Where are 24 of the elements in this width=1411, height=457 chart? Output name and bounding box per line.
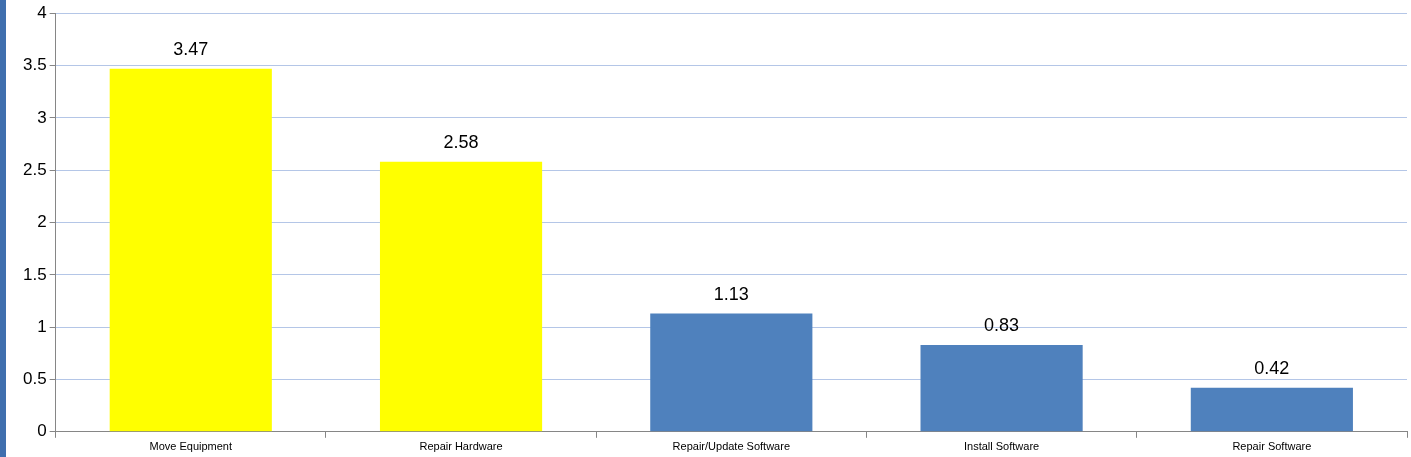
y-tick-label: 3.5	[22, 55, 47, 75]
x-tick-label: Install Software	[963, 440, 1040, 453]
y-tick-label: 2	[37, 212, 47, 232]
data-label: 3.47	[173, 38, 209, 59]
y-tick-label: 2.5	[22, 159, 47, 179]
data-label: 2.58	[443, 131, 479, 152]
x-tick-label: Repair Hardware	[419, 440, 503, 453]
y-tick-label: 3	[37, 107, 47, 127]
bar	[379, 161, 543, 432]
y-tick-label: 1.5	[22, 264, 47, 284]
bar	[920, 344, 1083, 432]
y-tick-label: 4	[37, 2, 47, 22]
data-label: 0.42	[1254, 357, 1290, 378]
data-label: 0.83	[984, 314, 1020, 335]
bar	[1190, 387, 1353, 432]
y-tick-label: 0	[37, 421, 47, 441]
data-label: 1.13	[713, 283, 749, 304]
bar	[109, 68, 272, 432]
x-tick-label: Repair/Update Software	[672, 440, 791, 453]
y-tick-label: 0.5	[22, 369, 47, 389]
x-tick-label: Move Equipment	[149, 440, 233, 453]
bar	[650, 313, 813, 432]
y-tick-label: 1	[37, 316, 47, 336]
x-tick-label: Repair Software	[1232, 440, 1312, 453]
